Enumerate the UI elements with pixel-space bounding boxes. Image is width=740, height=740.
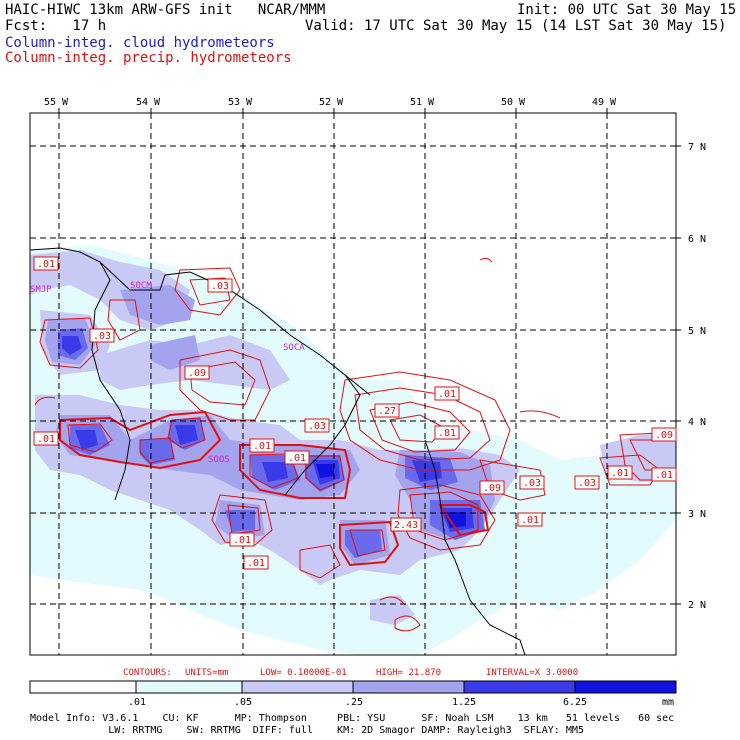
contour-label: .01 (288, 453, 306, 464)
contour-label-box (519, 475, 545, 490)
plot-frame (29, 112, 677, 656)
lat-label: 7 N (688, 142, 706, 153)
lat-lon-grid (30, 113, 676, 655)
station-label: SMJP (30, 285, 52, 295)
colorbar-tick: .25 (345, 697, 363, 708)
lat-label: 2 N (688, 600, 706, 611)
contour-high: HIGH= 21.870 (376, 668, 441, 678)
contour-label-box (249, 438, 275, 453)
contour-label: .03 (308, 421, 326, 432)
contour-label: .03 (523, 478, 541, 489)
lon-label: 51 W (410, 97, 435, 108)
colorbar-swatch (463, 680, 576, 694)
contour-label: .01 (37, 434, 55, 445)
contour-label-box (574, 475, 600, 490)
contour-units: UNITS=mm (185, 668, 228, 678)
model-info-line2: LW: RRTMG SW: RRTMG DIFF: full KM: 2D Sm… (30, 725, 584, 736)
colorbar-tick: 1.25 (452, 697, 476, 708)
contour-label-box (229, 532, 255, 547)
contour-label-box (207, 278, 233, 293)
contour-label-box (304, 418, 330, 433)
model-info-line1: Model Info: V3.6.1 CU: KF MP: Thompson P… (30, 713, 675, 724)
contour-label: .09 (483, 483, 501, 494)
colorbar-tick: .05 (234, 697, 252, 708)
contour-prefix: CONTOURS: (123, 668, 172, 678)
colorbar-swatch (352, 680, 465, 694)
contour-label: .01 (247, 558, 265, 569)
contour-label: .01 (37, 259, 55, 270)
contour-label-box (33, 431, 59, 446)
contour-label-box (607, 465, 633, 480)
forecast-hour: Fcst: 17 h (5, 18, 107, 34)
contour-label: .27 (378, 406, 396, 417)
colorbar-swatch (574, 680, 677, 694)
contour-label-box (651, 427, 677, 442)
contour-label-box (434, 425, 460, 440)
lon-label: 54 W (136, 97, 161, 108)
contour-label: .01 (655, 470, 673, 481)
contour-label-box (89, 328, 115, 343)
contour-label: .81 (438, 428, 456, 439)
axis-ticks (58, 108, 681, 605)
contour-label-box (374, 403, 400, 418)
lon-label: 52 W (319, 97, 344, 108)
contour-label: .09 (188, 368, 206, 379)
contour-label-box (390, 517, 422, 532)
station-label: SOOS (208, 455, 230, 465)
lat-label: 4 N (688, 417, 706, 428)
contour-label-box (33, 256, 59, 271)
colorbar-swatch (29, 680, 137, 694)
contour-label: 2.43 (394, 520, 418, 531)
colorbar-tick: .01 (128, 697, 146, 708)
contour-label-box (184, 365, 210, 380)
lon-label: 55 W (44, 97, 69, 108)
contour-label-box (479, 480, 505, 495)
title-line: HAIC-HIWC 13km ARW-GFS init NCAR/MMM (5, 2, 326, 18)
colorbar: .01 .05 .25 1.25 6.25 mm (29, 680, 677, 708)
contour-label: .01 (253, 441, 271, 452)
contour-label: .01 (611, 468, 629, 479)
colorbar-unit: mm (662, 697, 674, 708)
init-time: Init: 00 UTC Sat 30 May 15 (517, 2, 737, 18)
lat-label: 5 N (688, 326, 706, 337)
contour-label-box (517, 512, 543, 527)
contour-label-box (243, 555, 269, 570)
colorbar-swatch (135, 680, 243, 694)
contour-label-box (434, 386, 460, 401)
contour-label: .01 (233, 535, 251, 546)
legend-cloud: Column-integ. cloud hydrometeors (5, 35, 275, 51)
contour-label: .03 (578, 478, 596, 489)
station-label: SOCA (283, 343, 305, 353)
contour-interval: INTERVAL=X 3.0000 (486, 668, 578, 678)
lon-label: 49 W (592, 97, 617, 108)
contour-label: .01 (521, 515, 539, 526)
colorbar-tick: 6.25 (563, 697, 587, 708)
contour-label: .03 (211, 281, 229, 292)
station-label: SOCM (130, 281, 152, 291)
contour-label: .09 (655, 430, 673, 441)
valid-time: Valid: 17 UTC Sat 30 May 15 (14 LST Sat … (305, 18, 727, 34)
contour-label-box (284, 450, 310, 465)
lat-label: 6 N (688, 234, 706, 245)
colorbar-swatch (241, 680, 354, 694)
lon-label: 53 W (228, 97, 253, 108)
contour-label: .01 (438, 389, 456, 400)
cloud-hydrometeor-shading (30, 245, 676, 655)
lon-label: 50 W (501, 97, 526, 108)
contour-label: .03 (93, 331, 111, 342)
contour-low: LOW= 0.10000E-01 (260, 668, 347, 678)
lat-label: 3 N (688, 509, 706, 520)
legend-precip: Column-integ. precip. hydrometeors (5, 50, 292, 66)
contour-label-box (651, 467, 677, 482)
